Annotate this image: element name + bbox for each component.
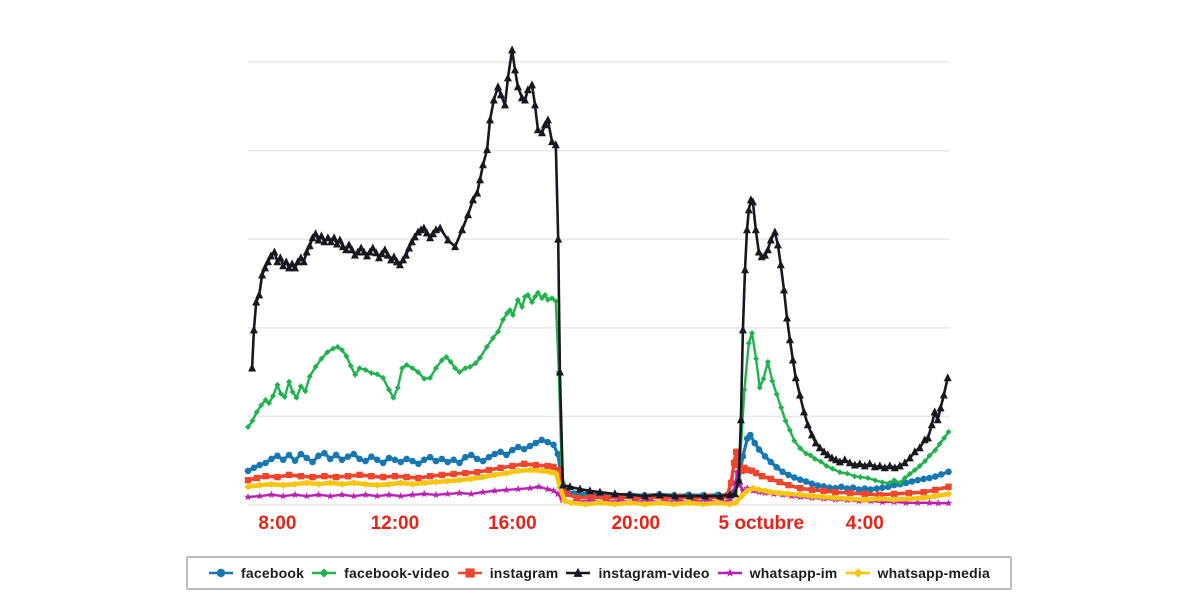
series-instagram bbox=[244, 448, 952, 502]
series-whatsapp-media bbox=[244, 466, 953, 508]
series-facebook-video bbox=[245, 289, 952, 500]
x-tick-label: 8:00 bbox=[258, 513, 296, 534]
x-tick-label: 20:00 bbox=[611, 513, 660, 534]
legend-item-facebook-video: facebook-video bbox=[311, 565, 450, 581]
diamond-marker-icon bbox=[845, 568, 870, 578]
series-instagram-video bbox=[248, 45, 952, 500]
legend-label-instagram-video: instagram-video bbox=[598, 565, 710, 581]
x-axis-labels: 8:00 12:00 16:00 20:00 5 octubre 4:00 bbox=[258, 513, 883, 534]
legend-label-facebook: facebook bbox=[241, 565, 305, 581]
x-tick-label: 5 octubre bbox=[719, 513, 805, 534]
star-marker-icon bbox=[717, 568, 742, 577]
circle-marker-icon bbox=[209, 568, 233, 578]
x-tick-label: 12:00 bbox=[371, 513, 420, 534]
x-tick-label: 16:00 bbox=[488, 513, 537, 534]
legend-label-whatsapp-im: whatsapp-im bbox=[749, 565, 838, 581]
triangle-marker-icon bbox=[566, 567, 591, 577]
series-facebook bbox=[244, 431, 952, 499]
legend-item-facebook: facebook bbox=[208, 565, 304, 581]
gridlines bbox=[248, 61, 950, 506]
legend-label-facebook-video: facebook-video bbox=[344, 565, 450, 581]
x-tick-label: 4:00 bbox=[846, 513, 884, 534]
diamond-marker-icon bbox=[312, 568, 337, 578]
square-marker-icon bbox=[457, 568, 482, 578]
legend-item-whatsapp-media: whatsapp-media bbox=[845, 565, 991, 581]
legend-label-instagram: instagram bbox=[489, 565, 559, 581]
legend-item-instagram: instagram bbox=[457, 565, 559, 581]
legend-item-whatsapp-im: whatsapp-im bbox=[717, 565, 838, 581]
chart-legend: facebook facebook-video instagram instag… bbox=[186, 556, 1012, 590]
legend-item-instagram-video: instagram-video bbox=[565, 565, 709, 581]
legend-label-whatsapp-media: whatsapp-media bbox=[877, 565, 990, 581]
